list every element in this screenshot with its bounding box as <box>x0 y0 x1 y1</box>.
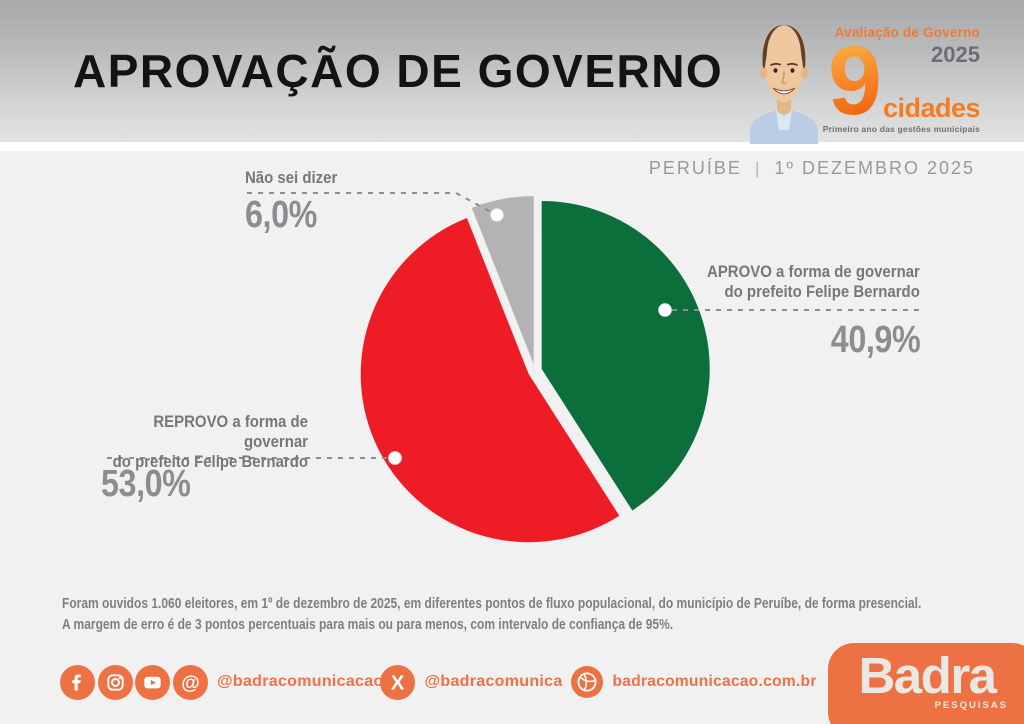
pie-slice <box>360 218 620 543</box>
logo-tagline: Primeiro ano das gestões municipais <box>822 123 980 134</box>
callout-reprovo-line2: do prefeito Felipe Bernardo <box>112 452 309 471</box>
logo-year: 2025 <box>931 41 980 67</box>
callout-aprovo-line1: APROVO a forma de governar <box>707 262 920 281</box>
globe-icon[interactable] <box>571 666 603 698</box>
program-logo: Avaliação de Governo 9 2025 cidades Prim… <box>822 25 981 135</box>
header-divider <box>0 142 1024 151</box>
city-date-line: PERUÍBE | 1º DEZEMBRO 2025 <box>649 158 975 179</box>
badra-brand-name: Badra <box>858 647 997 704</box>
nao-sei-percentage: 6,0% <box>245 194 317 236</box>
header-band <box>0 0 1024 142</box>
logo-word-cidades: cidades <box>882 92 981 123</box>
callout-nao-sei: Não sei dizer <box>245 168 337 188</box>
pie-slice <box>471 196 534 365</box>
city-label: PERUÍBE <box>648 158 742 178</box>
threads-icon[interactable]: @ <box>172 664 208 700</box>
social-group-x: X @badracomunica <box>380 664 563 700</box>
website-url[interactable]: badracomunicacao.com.br <box>612 673 817 690</box>
aprovo-percentage: 40,9% <box>830 319 921 361</box>
date-label: 1º DEZEMBRO 2025 <box>774 158 975 178</box>
callout-aprovo: APROVO a forma de governar do prefeito F… <box>707 262 920 302</box>
facebook-icon[interactable] <box>60 664 95 700</box>
methodology-line1: Foram ouvidos 1.060 eleitores, em 1º de … <box>62 595 922 612</box>
meta-handle[interactable]: @badracomunicacao <box>217 673 384 690</box>
pie-slice <box>541 201 710 511</box>
youtube-icon[interactable] <box>135 664 170 700</box>
svg-text:@: @ <box>181 673 200 694</box>
logo-number-9: 9 <box>827 26 882 135</box>
instagram-icon[interactable] <box>97 664 133 700</box>
x-handle[interactable]: @badracomunica <box>424 673 563 690</box>
callout-dot-marker <box>490 208 504 222</box>
separator: | <box>754 158 762 178</box>
reprovo-percentage: 53,0% <box>101 463 191 505</box>
x-twitter-icon[interactable]: X <box>380 664 415 700</box>
callout-nao-sei-label: Não sei dizer <box>245 168 338 187</box>
badra-brand-sub: PESQUISAS <box>934 700 1008 712</box>
mayor-caricature <box>750 25 818 144</box>
callout-aprovo-line2: do prefeito Felipe Bernardo <box>724 282 920 301</box>
methodology-note: Foram ouvidos 1.060 eleitores, em 1º de … <box>62 593 921 635</box>
callout-reprovo: REPROVO a forma de governar do prefeito … <box>106 412 308 472</box>
social-group-web: badracomunicacao.com.br <box>571 664 817 700</box>
badra-logo-panel: Badra PESQUISAS <box>828 643 1024 724</box>
callout-reprovo-line1: REPROVO a forma de governar <box>153 412 308 451</box>
callout-dot-marker <box>658 303 672 317</box>
methodology-line2: A margem de erro é de 3 pontos percentua… <box>62 616 674 633</box>
page-title: APROVAÇÃO DE GOVERNO <box>73 45 724 97</box>
svg-text:X: X <box>391 672 405 694</box>
callout-dot-marker <box>388 451 402 465</box>
social-group-meta: @ @badracomunicacao <box>60 664 384 700</box>
logo-line1: Avaliação de Governo <box>834 25 980 40</box>
